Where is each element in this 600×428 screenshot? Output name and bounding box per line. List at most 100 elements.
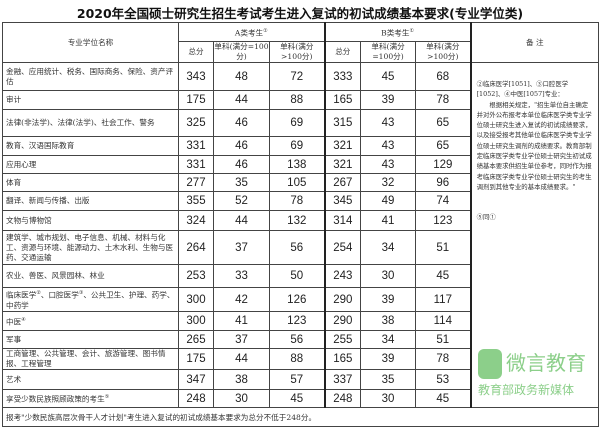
score-b-single-gt100: 117 — [415, 287, 472, 312]
major-name: 农业、兽医、风景园林、林业 — [2, 264, 179, 288]
score-a-single-gt100: 72 — [268, 62, 326, 91]
score-b-single-le100: 43 — [360, 109, 417, 137]
table-row: 艺术 347 38 57 337 35 53 — [2, 369, 599, 390]
major-name: 教育、汉语国际教育 — [2, 136, 179, 156]
score-a-total: 324 — [178, 210, 214, 231]
table-row: 建筑学、城市规划、电子信息、机械、材料与化工、资源与环境、能源动力、土木水利、生… — [2, 230, 599, 265]
table-row: 中医④ 300 41 123 290 38 114 — [2, 311, 599, 331]
table-row: 金融、应用统计、税务、国际商务、保险、资产评估 343 48 72 333 45 68 ②临床… — [2, 62, 600, 408]
table-row: 军事 265 37 56 255 34 51 — [2, 330, 599, 349]
table-row: 法律(非法学)、法律(法学)、社会工作、警务 325 46 69 315 43 65 — [2, 109, 599, 137]
major-name: 中医④ — [2, 311, 179, 331]
score-a-single-gt100: 78 — [268, 191, 326, 211]
score-a-total: 253 — [178, 264, 214, 288]
major-name: 工商管理、公共管理、会计、旅游管理、图书情报、工程管理 — [2, 348, 179, 370]
score-a-single-le100: 42 — [213, 287, 270, 312]
score-a-total: 175 — [178, 348, 214, 370]
note-line: ②临床医学[1051]、③口腔医学[1052]、④中医[1057]专业： — [476, 80, 569, 99]
header-group-b-label: B类考生 — [381, 28, 410, 38]
footer-note: 报考"少数民族高层次骨干人才计划"考生进入复试的初试成绩基本要求为总分不低于24… — [1, 407, 600, 427]
header-b-single-gt100: 单科(满分>100分) — [415, 41, 472, 63]
score-a-single-le100: 33 — [213, 264, 270, 288]
major-name: 军事 — [2, 330, 179, 349]
score-b-single-le100: 39 — [360, 348, 417, 370]
score-b-total: 333 — [323, 62, 362, 91]
score-b-single-le100: 34 — [360, 230, 417, 265]
score-a-single-gt100: 69 — [268, 109, 326, 137]
score-a-total: 175 — [178, 90, 214, 110]
header-notes: 备 注 — [469, 22, 600, 63]
header-a-single-gt100: 单科(满分>100分) — [268, 41, 326, 63]
major-name-text: 体育 — [6, 177, 22, 187]
score-a-single-le100: 46 — [213, 109, 270, 137]
score-b-single-le100: 38 — [360, 311, 417, 331]
score-b-single-gt100: 45 — [415, 264, 472, 288]
score-a-total: 300 — [178, 287, 214, 312]
major-name-text: 审计 — [6, 95, 22, 104]
major-name-text: 文物与博物馆 — [6, 215, 52, 225]
score-b-single-gt100: 123 — [415, 210, 472, 231]
score-a-total: 264 — [178, 230, 214, 265]
score-a-single-le100: 44 — [213, 90, 270, 110]
major-name: 文物与博物馆 — [2, 210, 179, 231]
score-b-total: 254 — [323, 230, 362, 265]
score-b-single-gt100: 129 — [415, 155, 472, 174]
score-a-single-gt100: 88 — [268, 348, 326, 370]
score-a-single-gt100: 45 — [268, 389, 326, 408]
footnote-mark: ③ — [78, 290, 84, 297]
score-b-single-gt100: 51 — [415, 230, 472, 265]
notes-cell: ②临床医学[1051]、③口腔医学[1052]、④中医[1057]专业： 根据相… — [469, 62, 600, 408]
score-a-single-le100: 44 — [213, 348, 270, 370]
score-table: 专业学位名称 A类考生① B类考生① 备 注 总分 单科(满分=100分) 单科… — [1, 22, 600, 427]
major-name: 临床医学②、口腔医学③、公共卫生、护理、药学、中药学 — [2, 287, 179, 312]
score-b-total: 255 — [323, 330, 362, 349]
score-b-single-gt100: 74 — [415, 191, 472, 211]
footnote-mark: ⑤ — [104, 394, 110, 401]
score-a-single-gt100: 88 — [268, 90, 326, 110]
score-b-single-le100: 30 — [360, 264, 417, 288]
score-a-single-le100: 44 — [213, 210, 270, 231]
score-a-single-gt100: 57 — [268, 369, 326, 390]
score-a-single-gt100: 138 — [268, 155, 326, 174]
major-name-text: 艺术 — [6, 374, 22, 384]
score-b-total: 243 — [323, 264, 362, 288]
major-name-text: 军事 — [6, 334, 22, 344]
footnote-mark: ① — [263, 27, 268, 34]
score-b-total: 315 — [323, 109, 362, 137]
score-a-total: 248 — [178, 389, 214, 408]
header-group-a-label: A类考生 — [234, 28, 264, 38]
score-b-single-le100: 39 — [360, 90, 417, 110]
score-b-single-gt100: 45 — [415, 389, 472, 408]
score-b-total: 165 — [323, 348, 362, 370]
score-a-total: 347 — [178, 369, 214, 390]
page-title: 2020年全国硕士研究生招生考试考生进入复试的初试成绩基本要求(专业学位类) — [76, 6, 524, 21]
score-b-total: 345 — [323, 191, 362, 211]
note-line: ⑤同① — [476, 213, 496, 222]
score-b-single-le100: 41 — [360, 210, 417, 231]
table-row: 农业、兽医、风景园林、林业 253 33 50 243 30 45 — [2, 264, 599, 288]
score-a-single-le100: 46 — [213, 136, 270, 156]
score-a-single-le100: 35 — [213, 173, 270, 192]
major-name-text: 享受少数民族照顾政策的考生 — [6, 394, 105, 404]
major-name: 建筑学、城市规划、电子信息、机械、材料与化工、资源与环境、能源动力、土木水利、生… — [2, 230, 179, 265]
major-name: 体育 — [2, 173, 179, 192]
score-b-single-le100: 45 — [360, 62, 417, 91]
header-group-a: A类考生① — [177, 22, 326, 42]
score-b-total: 248 — [323, 389, 362, 408]
score-a-single-le100: 41 — [213, 311, 270, 331]
score-b-single-le100: 34 — [360, 330, 417, 349]
score-b-total: 314 — [323, 210, 362, 231]
score-b-single-le100: 43 — [360, 136, 417, 156]
score-b-single-gt100: 65 — [415, 109, 472, 137]
score-a-single-le100: 46 — [213, 155, 270, 174]
header-b-total: 总分 — [323, 41, 362, 63]
score-b-single-le100: 43 — [360, 155, 417, 174]
major-name: 艺术 — [2, 369, 179, 390]
score-a-single-gt100: 123 — [268, 311, 326, 331]
score-b-single-gt100: 53 — [415, 369, 472, 390]
score-b-single-gt100: 65 — [415, 136, 472, 156]
major-name: 审计 — [2, 90, 179, 110]
table-row: 文物与博物馆 324 44 132 314 41 123 — [2, 210, 599, 231]
score-b-total: 337 — [323, 369, 362, 390]
score-a-single-gt100: 56 — [268, 330, 326, 349]
